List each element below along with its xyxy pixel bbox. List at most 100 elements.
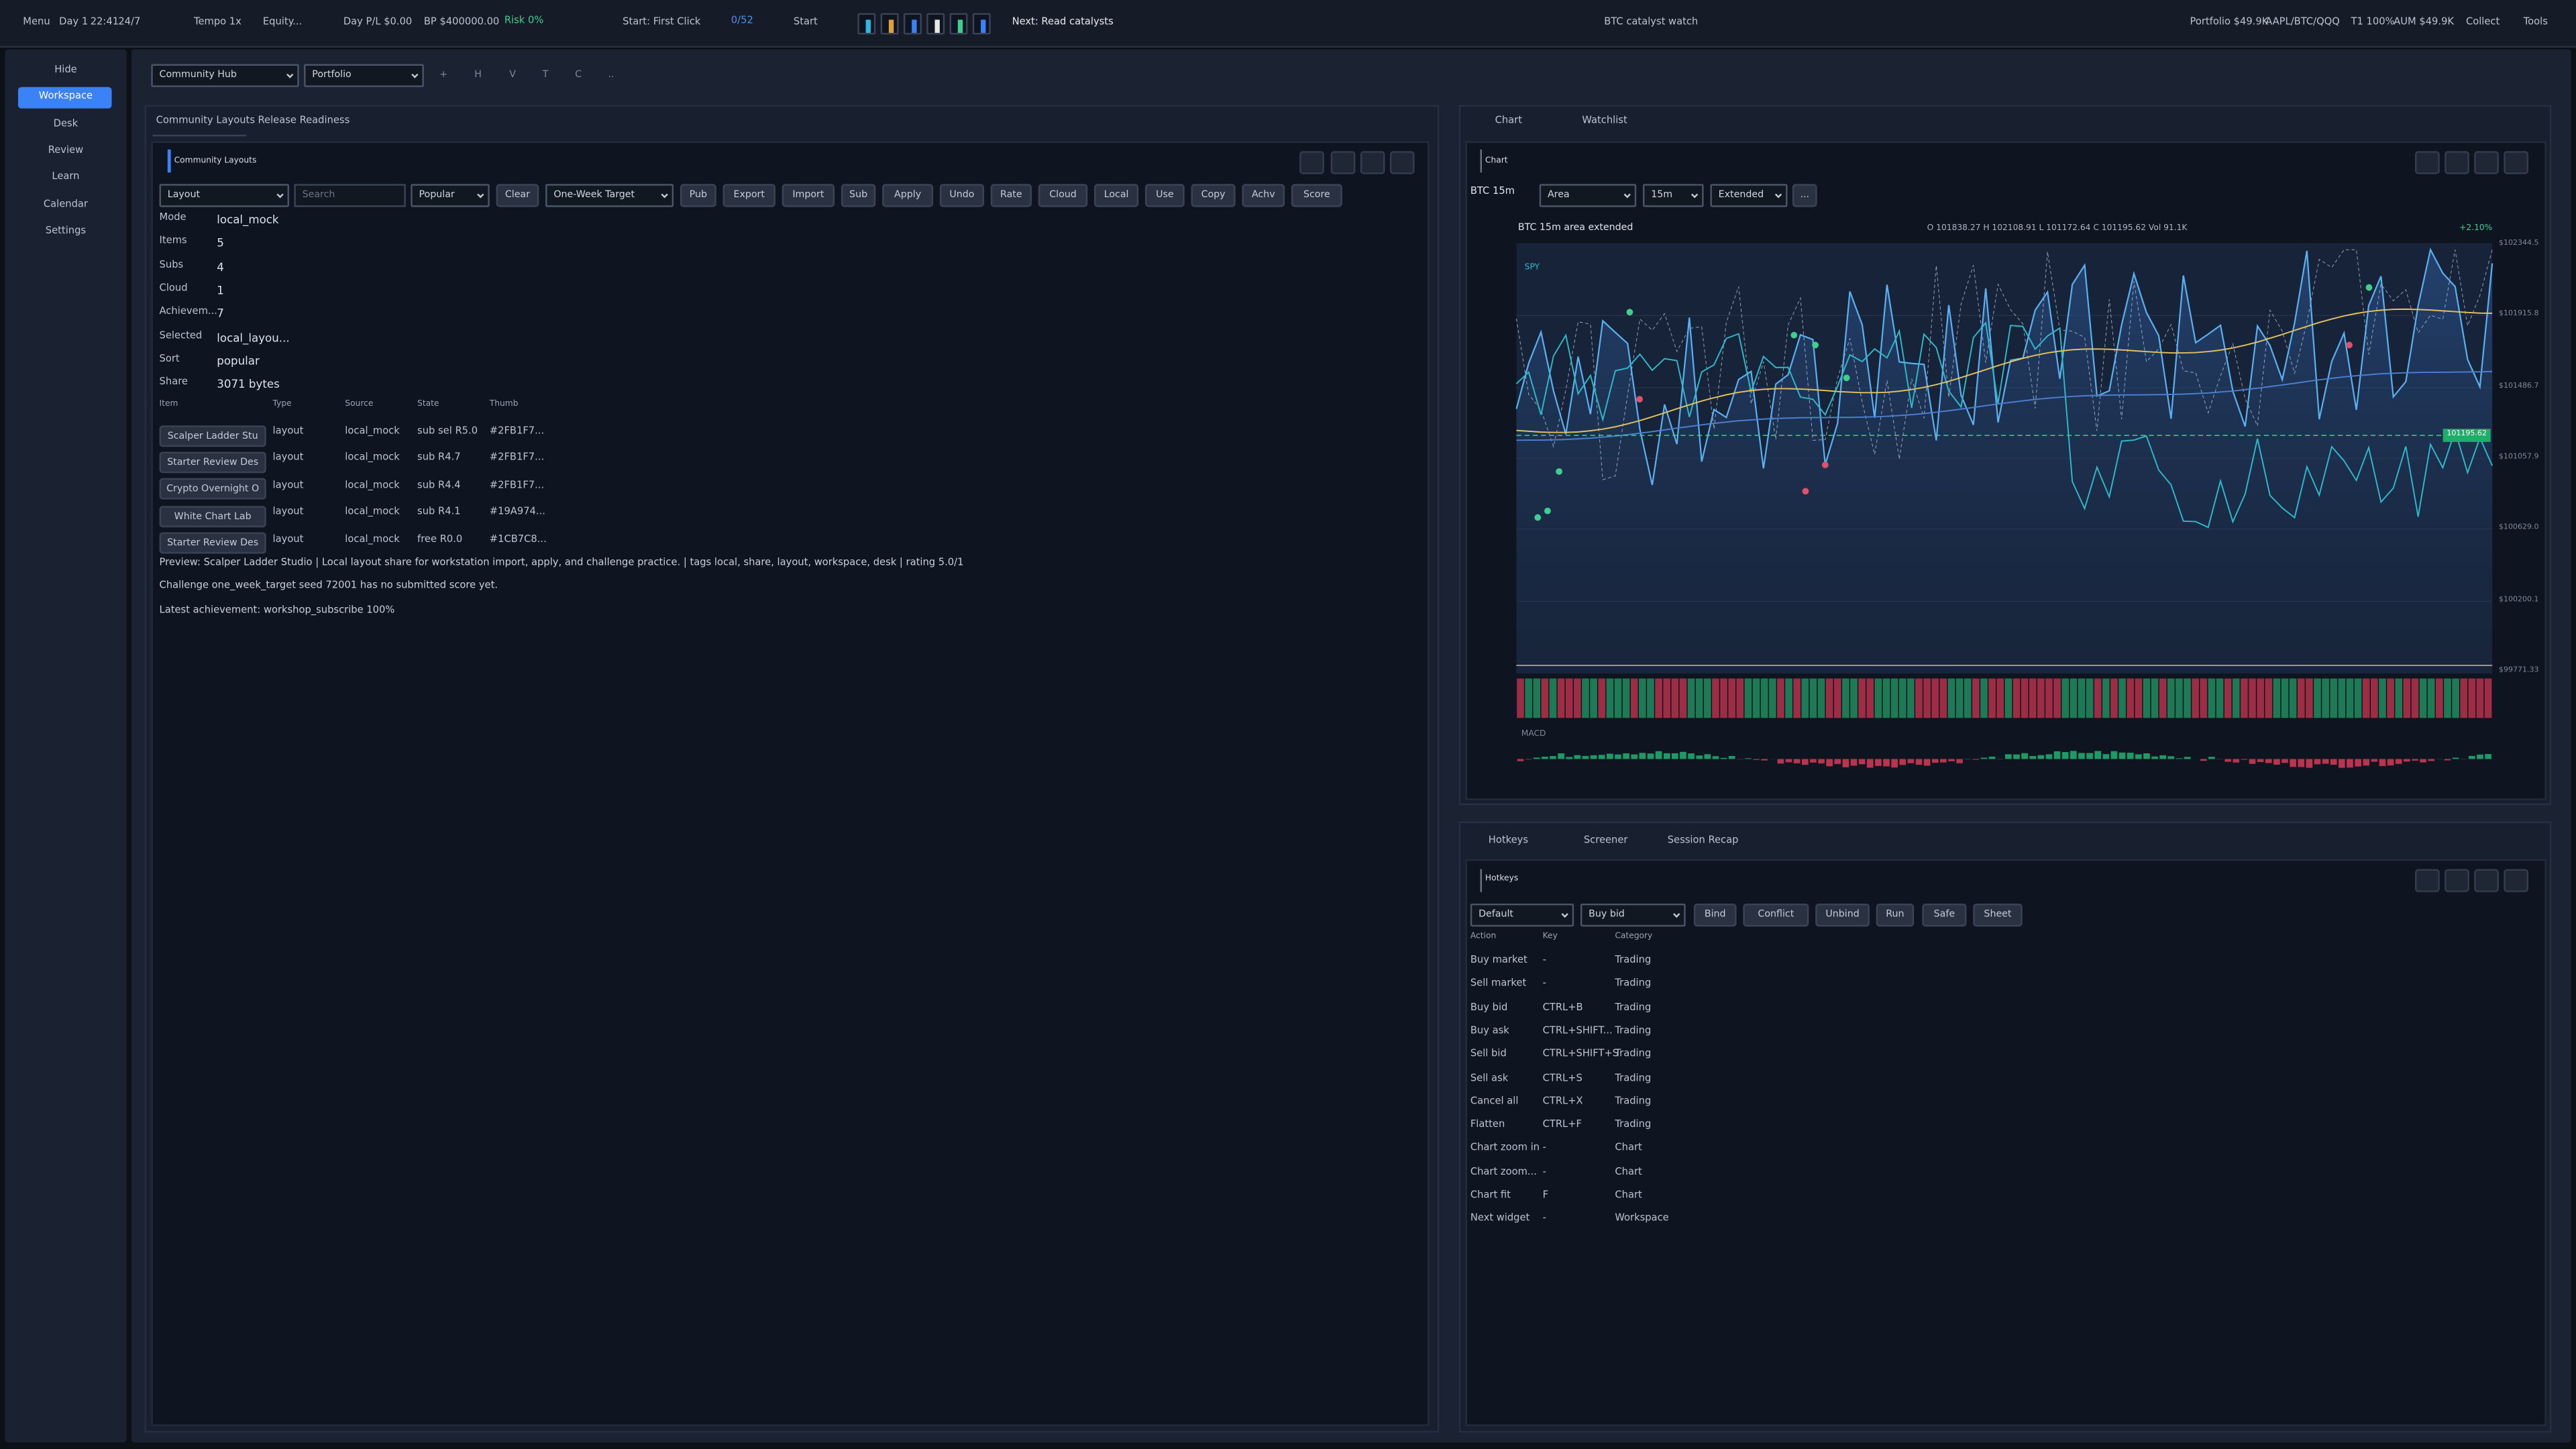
window-button[interactable] [2504, 151, 2529, 174]
table-cell: layout [272, 533, 304, 545]
target-select[interactable]: One-Week Target [545, 184, 674, 207]
window-button[interactable] [2445, 151, 2469, 174]
item-button[interactable]: White Chart Lab [159, 505, 266, 527]
hotkey-button[interactable]: Safe [1922, 903, 1967, 927]
sidebar-item[interactable]: Learn [52, 170, 80, 182]
window-button[interactable] [2474, 869, 2499, 892]
action-button[interactable]: Pub [680, 184, 716, 207]
top-bar-item: Portfolio $49.9K [2190, 16, 2269, 28]
window-button[interactable] [2415, 869, 2440, 892]
action-button[interactable]: Achv [1242, 184, 1285, 207]
search-input[interactable]: Search [294, 184, 406, 207]
macd-label: MACD [1521, 729, 1546, 740]
tab: Chart [1495, 115, 1522, 127]
macd-histogram [1680, 751, 1686, 759]
hotkey-button[interactable]: Sheet [1973, 903, 2023, 927]
action-button[interactable]: Apply [882, 184, 934, 207]
macd-histogram [2379, 759, 2386, 766]
toolbar-icon[interactable] [857, 13, 876, 35]
signal-marker [1843, 374, 1850, 382]
table-cell: #2FB1F7... [489, 479, 545, 491]
volume-bar [1574, 678, 1581, 718]
action-button[interactable]: Local [1094, 184, 1139, 207]
macd-histogram [2070, 751, 2077, 759]
table-cell: layout [272, 452, 304, 464]
portfolio-select[interactable]: Portfolio [304, 64, 424, 87]
action-button[interactable]: Cloud [1038, 184, 1088, 207]
action-button[interactable]: Export [722, 184, 775, 207]
window-button[interactable] [2504, 869, 2529, 892]
signal-marker [2365, 284, 2373, 291]
table-cell: layout [272, 425, 304, 437]
item-button[interactable]: Starter Review Des [159, 451, 266, 474]
chevron [1673, 910, 1680, 918]
window-button[interactable] [2474, 151, 2499, 174]
toolbar-button[interactable]: T [542, 70, 549, 81]
sidebar-item[interactable]: Settings [45, 225, 87, 237]
volume-bar [1736, 678, 1744, 718]
action-button[interactable]: Import [782, 184, 835, 207]
hotkey-button[interactable]: Unbind [1815, 903, 1870, 927]
volume-bar [2273, 678, 2281, 718]
window-button[interactable] [2415, 151, 2440, 174]
action-button[interactable]: Use [1144, 184, 1185, 207]
session-select[interactable]: Extended [1710, 184, 1788, 207]
toolbar-icon[interactable] [903, 13, 922, 35]
volume-bar [2070, 678, 2078, 718]
layout-select[interactable]: Layout [159, 184, 290, 207]
hotkey-button[interactable]: Conflict [1743, 903, 1809, 927]
volume-bar [2241, 678, 2248, 718]
toolbar-button[interactable]: .. [608, 70, 614, 81]
volume-bar [2029, 678, 2037, 718]
window-button[interactable] [1360, 151, 1385, 174]
toolbar-icon[interactable] [949, 13, 968, 35]
action-select[interactable]: Buy bid [1580, 903, 1686, 927]
action-button[interactable]: Undo [939, 184, 984, 207]
volume-bar [1801, 678, 1809, 718]
window-button[interactable] [2445, 869, 2469, 892]
action-button[interactable]: Score [1291, 184, 1342, 207]
window-button[interactable] [1389, 151, 1415, 174]
toolbar-button[interactable]: C [575, 70, 582, 81]
window-button[interactable] [1299, 151, 1324, 174]
action-button[interactable]: Rate [990, 184, 1032, 207]
ma-slow [1516, 370, 2493, 441]
sort-select[interactable]: Popular [411, 184, 490, 207]
clear-button[interactable]: Clear [496, 184, 539, 207]
table-header: State [417, 399, 439, 409]
hotkey-button[interactable]: Bind [1693, 903, 1737, 927]
hotkey-button[interactable]: Run [1876, 903, 1915, 927]
volume-bar [1874, 678, 1882, 718]
chart-type-select[interactable]: Area [1539, 184, 1637, 207]
item-button[interactable]: Scalper Ladder Stu [159, 425, 266, 446]
item-button[interactable]: Starter Review Des [159, 532, 266, 554]
toolbar-button[interactable]: + [439, 70, 448, 81]
toolbar-button[interactable]: H [474, 70, 482, 81]
action-button[interactable]: Copy [1191, 184, 1236, 207]
sidebar-item[interactable]: Review [48, 144, 84, 156]
sidebar-item[interactable]: Desk [53, 118, 78, 130]
item-button[interactable]: Crypto Overnight O [159, 478, 266, 500]
toolbar-icon[interactable] [972, 13, 991, 35]
window-button[interactable] [1330, 151, 1356, 174]
volume-bar [2167, 678, 2175, 718]
interval-select[interactable]: 15m [1643, 184, 1704, 207]
top-bar-item: Collect [2465, 16, 2500, 28]
hotkey-cell: Buy market [1470, 954, 1527, 967]
price-line [1515, 248, 2493, 486]
profile-select[interactable]: Default [1470, 903, 1574, 927]
more-button[interactable]: ... [1792, 184, 1817, 207]
toolbar-button[interactable]: V [509, 70, 516, 81]
sidebar-item[interactable]: Hide [54, 64, 77, 76]
action-button[interactable]: Sub [841, 184, 876, 207]
macd-histogram [2339, 759, 2345, 768]
volume-bar [2127, 678, 2135, 718]
volume-bar [2102, 678, 2110, 718]
hub-select[interactable]: Community Hub [151, 64, 299, 87]
toolbar-icon[interactable] [926, 13, 945, 35]
sidebar-item[interactable]: Workspace [38, 90, 93, 102]
table-cell: #1CB7C8... [489, 533, 547, 545]
sidebar-item[interactable]: Calendar [43, 199, 88, 211]
toolbar-icon[interactable] [880, 13, 899, 35]
